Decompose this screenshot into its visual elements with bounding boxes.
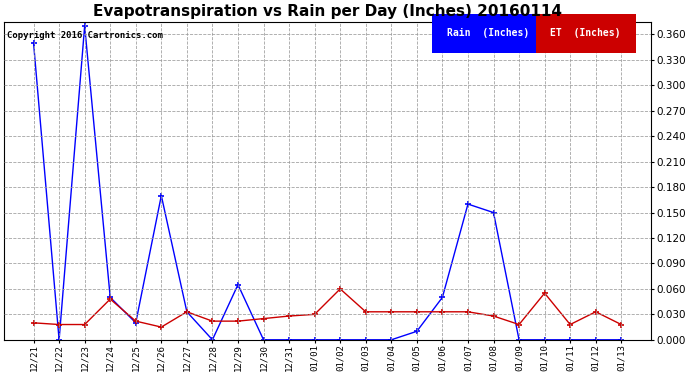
Rain  (Inches)	[515, 338, 523, 342]
ET  (Inches)	[387, 309, 395, 314]
ET  (Inches)	[183, 309, 191, 314]
Rain  (Inches)	[106, 295, 115, 300]
ET  (Inches)	[515, 322, 523, 327]
ET  (Inches)	[285, 314, 293, 318]
ET  (Inches)	[591, 309, 600, 314]
ET  (Inches)	[259, 316, 268, 321]
Rain  (Inches)	[438, 295, 446, 300]
ET  (Inches)	[55, 322, 63, 327]
Rain  (Inches)	[387, 338, 395, 342]
ET  (Inches)	[362, 309, 370, 314]
Text: Rain  (Inches): Rain (Inches)	[447, 28, 529, 38]
ET  (Inches)	[234, 319, 242, 323]
Rain  (Inches)	[132, 321, 140, 325]
Title: Evapotranspiration vs Rain per Day (Inches) 20160114: Evapotranspiration vs Rain per Day (Inch…	[93, 4, 562, 19]
Rain  (Inches)	[566, 338, 574, 342]
Rain  (Inches)	[259, 338, 268, 342]
ET  (Inches)	[540, 291, 549, 296]
ET  (Inches)	[566, 322, 574, 327]
Rain  (Inches)	[617, 338, 625, 342]
Rain  (Inches)	[208, 338, 217, 342]
ET  (Inches)	[30, 321, 38, 325]
Rain  (Inches)	[336, 338, 344, 342]
Rain  (Inches)	[540, 338, 549, 342]
Rain  (Inches)	[489, 210, 497, 215]
Rain  (Inches)	[285, 338, 293, 342]
ET  (Inches)	[132, 319, 140, 323]
Rain  (Inches)	[234, 282, 242, 287]
Line: ET  (Inches): ET (Inches)	[31, 286, 624, 330]
Rain  (Inches)	[183, 309, 191, 314]
ET  (Inches)	[464, 309, 472, 314]
Rain  (Inches)	[591, 338, 600, 342]
ET  (Inches)	[489, 314, 497, 318]
Rain  (Inches)	[310, 338, 319, 342]
Rain  (Inches)	[55, 338, 63, 342]
Text: ET  (Inches): ET (Inches)	[551, 28, 621, 38]
ET  (Inches)	[157, 325, 166, 329]
Rain  (Inches)	[30, 40, 38, 45]
ET  (Inches)	[208, 319, 217, 323]
ET  (Inches)	[413, 309, 421, 314]
ET  (Inches)	[336, 286, 344, 291]
Rain  (Inches)	[81, 24, 89, 28]
Text: Copyright 2016 Cartronics.com: Copyright 2016 Cartronics.com	[8, 31, 164, 40]
Rain  (Inches)	[157, 194, 166, 198]
ET  (Inches)	[438, 309, 446, 314]
Line: Rain  (Inches): Rain (Inches)	[31, 23, 624, 343]
ET  (Inches)	[106, 297, 115, 302]
Rain  (Inches)	[413, 329, 421, 333]
ET  (Inches)	[310, 312, 319, 316]
ET  (Inches)	[81, 322, 89, 327]
Rain  (Inches)	[362, 338, 370, 342]
ET  (Inches)	[617, 322, 625, 327]
Rain  (Inches)	[464, 202, 472, 206]
